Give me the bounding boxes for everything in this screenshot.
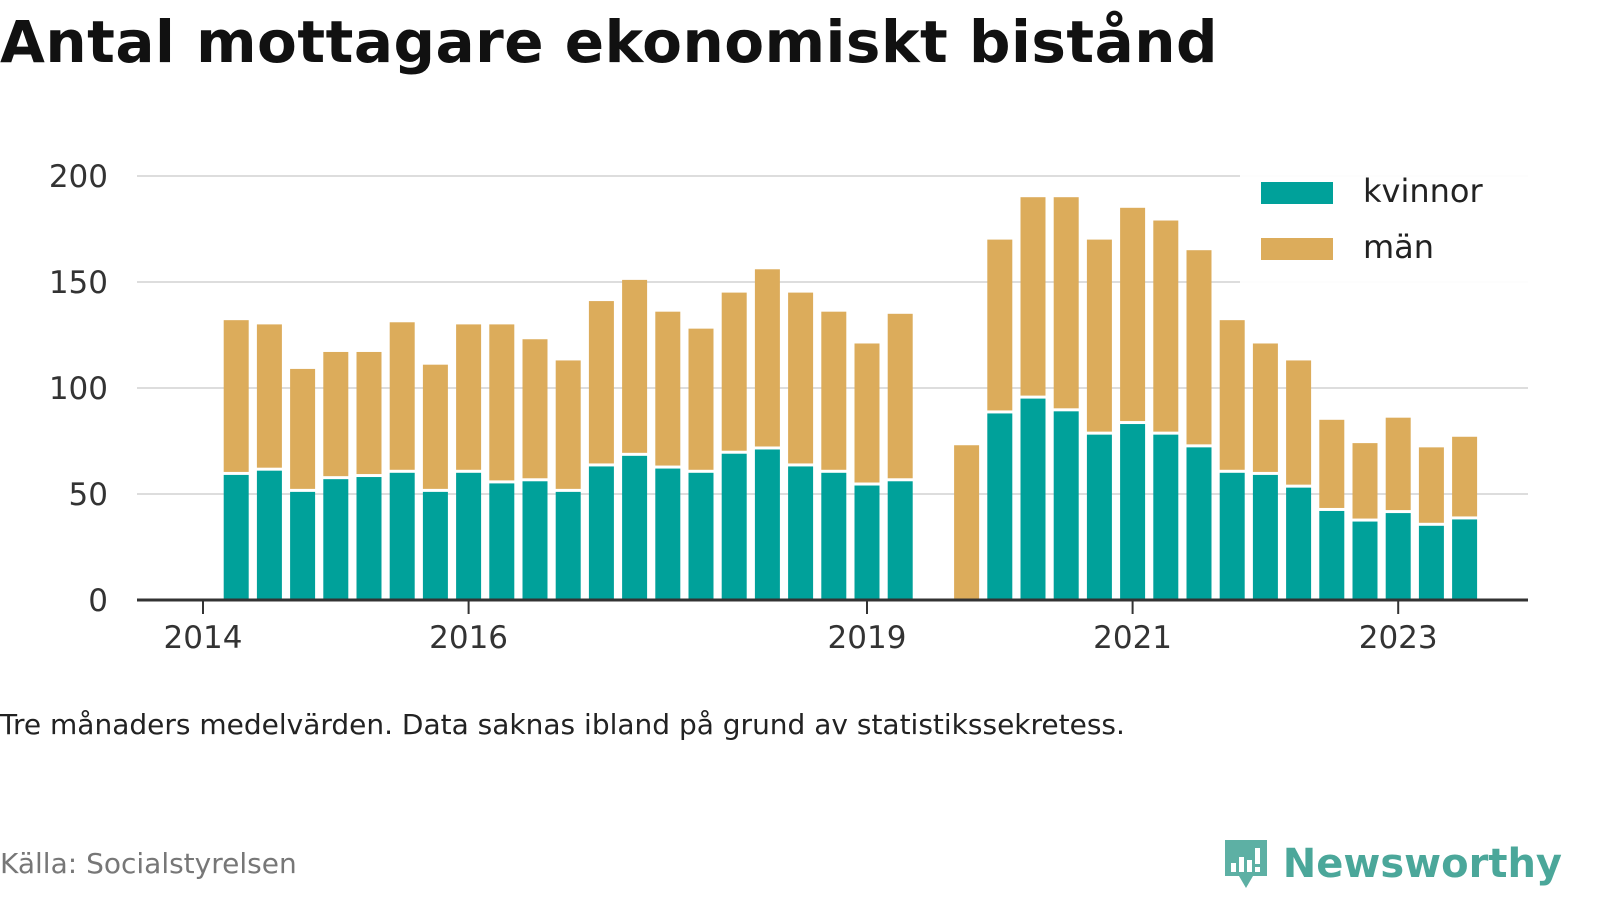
legend-label-kvinnor: kvinnor [1363,172,1484,210]
bar-kvinnor [788,466,814,600]
bar-kvinnor [1452,519,1478,600]
x-tick-label: 2014 [164,620,243,656]
bar-man [422,364,448,489]
chart-title: Antal mottagare ekonomiskt bistånd [0,8,1219,76]
bar-man [1219,320,1245,470]
bar-kvinnor [1086,434,1112,600]
bar-kvinnor [356,477,382,600]
bar-man [1286,360,1312,485]
bar-kvinnor [854,485,880,600]
legend: kvinnor män [1240,168,1530,286]
bar-kvinnor [1053,411,1079,600]
bar-kvinnor [887,481,913,600]
bar-man [456,324,482,470]
y-tick-label: 0 [88,583,108,619]
bar-kvinnor [422,491,448,600]
x-tick-label: 2021 [1093,620,1172,656]
bar-kvinnor [522,481,548,600]
brand-name: Newsworthy [1282,841,1562,887]
bar-kvinnor [1153,434,1179,600]
bar-kvinnor [290,491,316,600]
bar-man [389,322,415,470]
bar-man [1418,447,1444,523]
legend-swatch-man [1261,238,1333,260]
axes: 0 50 100 150 200 2014 2016 2019 2021 2023 [49,159,1528,656]
bar-kvinnor [256,470,282,600]
legend-label-man: män [1363,228,1434,266]
bar-kvinnor [555,491,581,600]
bar-kvinnor [389,472,415,600]
bar-man [721,292,747,451]
bar-kvinnor [1186,447,1212,600]
bar-man [987,239,1013,411]
bar-man [1452,436,1478,517]
y-tick-label: 50 [69,477,108,513]
bar-man [1053,197,1079,409]
bar-man [1385,417,1411,511]
bar-kvinnor [721,453,747,600]
legend-swatch-kvinnor [1261,182,1333,204]
bar-man [688,328,714,470]
x-tick-label: 2016 [429,620,508,656]
bar-man [1153,220,1179,432]
bar-kvinnor [1252,474,1278,600]
bar-man [588,301,614,464]
bar-man [223,320,249,472]
bar-kvinnor [489,483,515,600]
bar-man [1319,419,1345,508]
bar-chart: 0 50 100 150 200 2014 2016 2019 2021 2023 kvinnor… [49,159,1530,656]
bar-man [290,368,316,489]
bar-man [622,279,648,453]
y-tick-label: 100 [49,371,108,407]
bar-man [754,269,780,447]
bars [223,197,1478,600]
source-text: Källa: Socialstyrelsen [0,847,297,880]
bar-man [555,360,581,489]
bar-man [1186,250,1212,445]
bar-kvinnor [223,474,249,600]
bar-kvinnor [987,413,1013,600]
bar-man [1252,343,1278,472]
bar-man [256,324,282,468]
bar-kvinnor [688,472,714,600]
x-tick-label: 2019 [828,620,907,656]
bar-man [489,324,515,481]
newsworthy-logo-icon [1224,840,1267,888]
bar-man [821,311,847,470]
bar-kvinnor [588,466,614,600]
bar-man [1352,443,1378,519]
y-tick-label: 150 [49,265,108,301]
bar-man [1086,239,1112,432]
bar-kvinnor [655,468,681,600]
bar-kvinnor [323,479,349,600]
bar-kvinnor [1286,487,1312,600]
bar-man [356,351,382,475]
bar-kvinnor [1020,398,1046,600]
y-tick-label: 200 [49,159,108,195]
bar-kvinnor [1319,510,1345,600]
bar-man [887,313,913,479]
brand[interactable]: Newsworthy [1221,836,1562,892]
bar-kvinnor [456,472,482,600]
bar-kvinnor [1219,472,1245,600]
bar-man [522,339,548,479]
chart-note: Tre månaders medelvärden. Data saknas ib… [0,708,1125,741]
bar-kvinnor [1120,424,1146,600]
bar-kvinnor [754,449,780,600]
bar-man [1120,207,1146,422]
bar-man [655,311,681,466]
bar-kvinnor [1352,521,1378,600]
bar-man [854,343,880,483]
bar-man [788,292,814,464]
bar-kvinnor [821,472,847,600]
bar-man [1020,197,1046,396]
bar-man [954,445,980,600]
bar-kvinnor [622,455,648,600]
bar-kvinnor [1385,513,1411,600]
x-tick-label: 2023 [1359,620,1438,656]
bar-man [323,351,349,477]
bar-kvinnor [1418,525,1444,600]
